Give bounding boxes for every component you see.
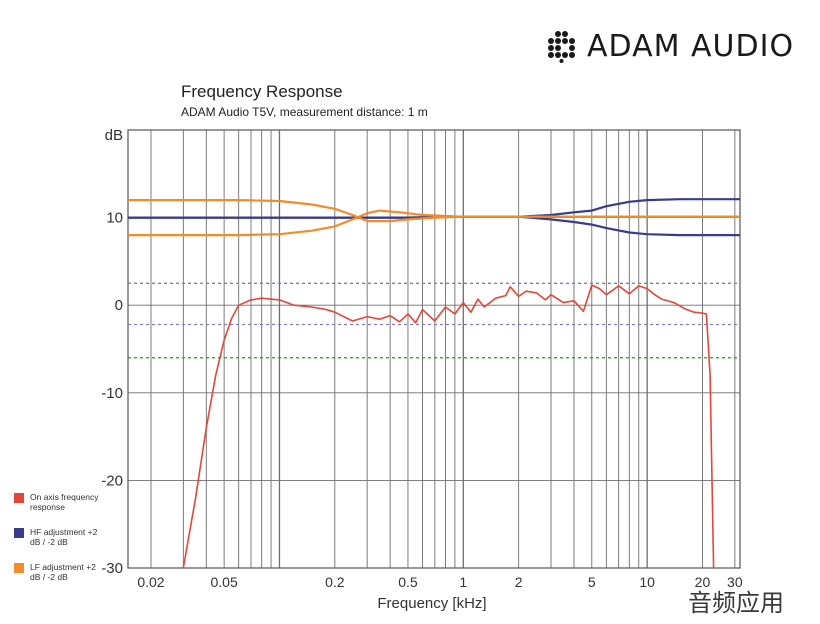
lf-adjustment-line xyxy=(128,209,740,237)
hf-adjustment-line xyxy=(128,215,740,237)
x-tick-label: 10 xyxy=(639,574,655,590)
y-tick-label: 0 xyxy=(115,297,123,314)
x-tick-label: 30 xyxy=(727,574,743,590)
legend-item-on-axis: On axis frequency response xyxy=(14,492,105,512)
plot-frame xyxy=(127,129,741,569)
x-tick-label: 20 xyxy=(695,574,711,590)
watermark: 音频应用 xyxy=(688,589,784,617)
y-tick-label: -20 xyxy=(101,472,123,489)
legend-swatch-lf xyxy=(14,563,24,573)
x-tick-label: 0.05 xyxy=(210,574,237,590)
chart-title: Frequency Response xyxy=(181,82,343,101)
legend-swatch-on-axis xyxy=(14,493,24,503)
x-tick-label: 2 xyxy=(515,574,523,590)
legend-label-hf: HF adjustment +2 dB / -2 dB xyxy=(30,527,98,547)
y-tick-label: -30 xyxy=(101,560,123,577)
legend-label-on-axis: On axis frequency response xyxy=(30,492,99,512)
y-tick-label: -10 xyxy=(101,385,123,402)
lf-adjustment-line xyxy=(128,199,740,223)
legend-item-lf: LF adjustment +2 dB / -2 dB xyxy=(14,562,105,582)
chart-legend: On axis frequency response HF adjustment… xyxy=(14,492,105,597)
x-tick-label: 0.2 xyxy=(325,574,345,590)
brand-name: ADAM AUDIO xyxy=(587,28,795,64)
on-axis-response-line xyxy=(182,284,715,569)
x-tick-label: 0.5 xyxy=(398,574,418,590)
x-axis-label: Frequency [kHz] xyxy=(377,595,486,612)
x-tick-label: 0.02 xyxy=(137,574,164,590)
legend-label-lf: LF adjustment +2 dB / -2 dB xyxy=(30,562,96,582)
x-tick-label: 1 xyxy=(459,574,467,590)
brand: ADAM AUDIO xyxy=(545,26,794,66)
hexagon-dot-logo-icon xyxy=(548,31,575,63)
x-tick-label: 5 xyxy=(588,574,596,590)
y-tick-label: 10 xyxy=(106,210,123,227)
chart-subtitle: ADAM Audio T5V, measurement distance: 1 … xyxy=(181,105,428,119)
legend-item-hf: HF adjustment +2 dB / -2 dB xyxy=(14,527,105,547)
legend-swatch-hf xyxy=(14,528,24,538)
y-axis-label: dB xyxy=(105,127,123,144)
